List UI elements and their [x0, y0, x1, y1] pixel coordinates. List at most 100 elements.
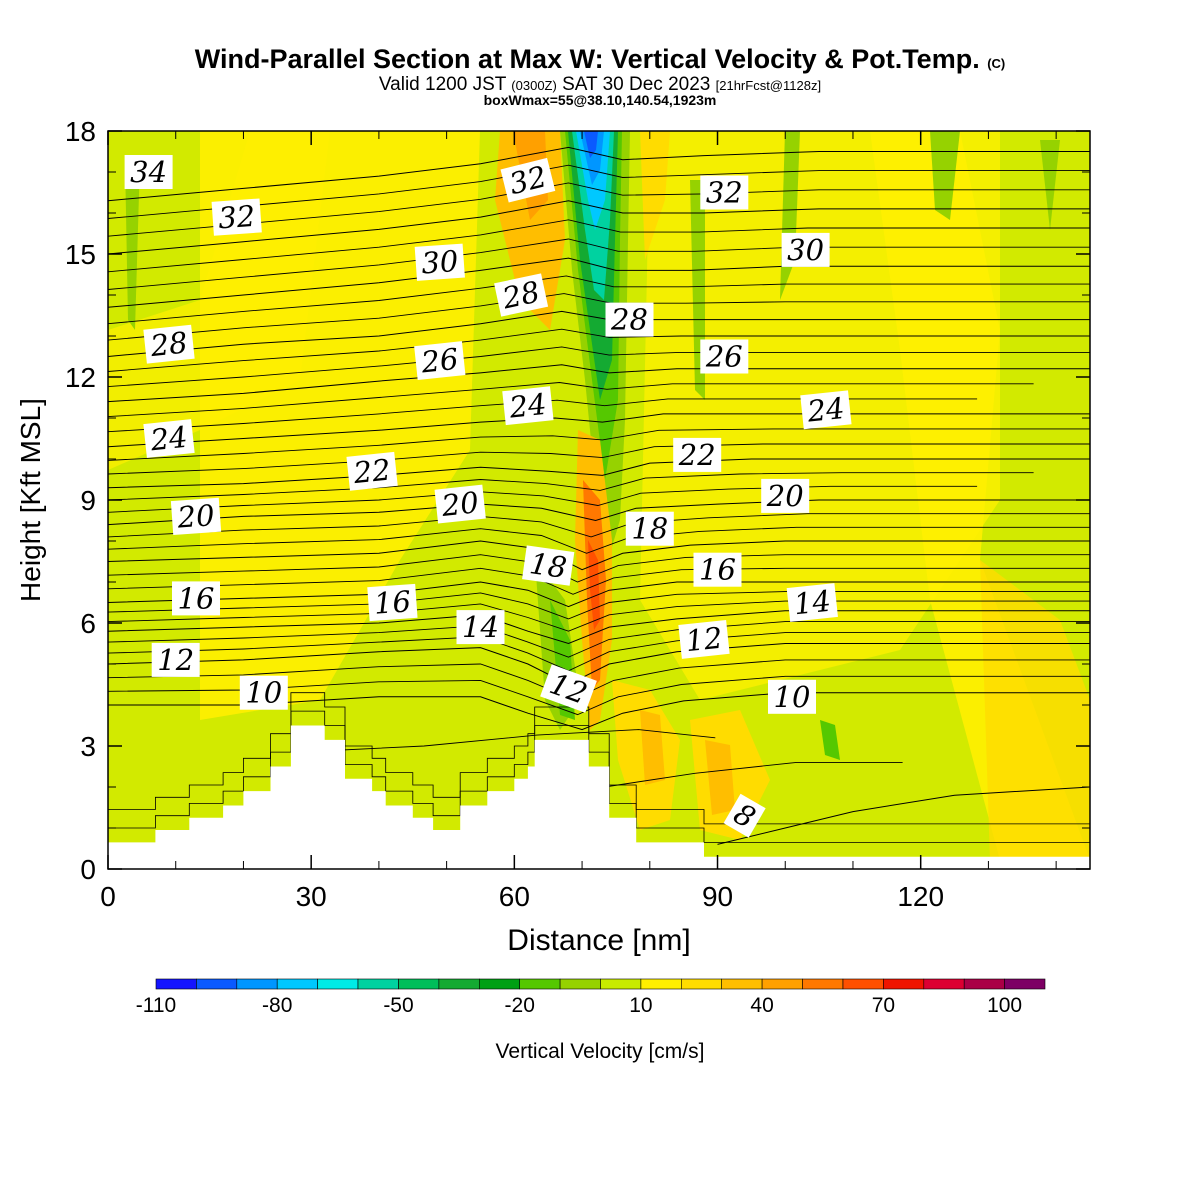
contour-label-box [143, 419, 195, 458]
contour-label-text: 24 [805, 391, 846, 429]
contour-label-text: 20 [439, 485, 480, 523]
contour-label-box [761, 478, 810, 513]
contour-label-box [143, 324, 195, 364]
contour-label-box [678, 619, 730, 659]
theta-contour-28 [108, 310, 1090, 357]
colorbar-tick-label: 100 [987, 994, 1022, 1017]
theta-contour-minor [108, 443, 1090, 475]
colorbar-tick-label: -80 [262, 994, 292, 1017]
colorbar-tick-label: 40 [750, 994, 773, 1017]
colorbar-swatch [923, 978, 965, 990]
theta-contour-minor [108, 238, 1090, 290]
valid-time-prefix: Valid 1200 JST [378, 74, 507, 95]
contour-label-text: 16 [178, 581, 215, 615]
contour-label: 32 [700, 175, 749, 210]
field-region [640, 710, 665, 785]
contour-label-box [522, 545, 575, 586]
contour-label-box [781, 232, 830, 267]
field-region [705, 740, 735, 815]
contour-label-box [502, 386, 554, 426]
theta-contour-minor [108, 554, 1090, 583]
contour-label-box [211, 198, 262, 236]
contour-label: 32 [500, 157, 556, 203]
contour-label-box [768, 679, 816, 714]
y-axis: 0 3 6 9 12 15 18 [65, 116, 1090, 885]
contour-label-text: 12 [157, 643, 194, 677]
contour-label-box [367, 583, 418, 622]
theta-contour-minor [108, 513, 1090, 538]
theta-contour-minor [108, 164, 1090, 219]
y-tick-label: 12 [65, 362, 96, 393]
theta-contour-20 [108, 499, 1090, 526]
box-wmax-info: boxWmax=55@38.10,140.54,1923m [483, 92, 717, 108]
contour-label-box [414, 243, 465, 281]
y-tick-label: 9 [80, 485, 96, 516]
theta-contour-22 [108, 458, 1090, 489]
valid-time-zulu: (0300Z) [511, 78, 557, 93]
y-tick-label: 6 [80, 608, 96, 639]
theta-contour-minor [108, 526, 1090, 554]
contour-label: 32 [211, 198, 262, 236]
valid-date: SAT 30 Dec 2023 [562, 74, 711, 95]
colorbar-tick-label: -50 [383, 994, 413, 1017]
contour-label-box [494, 273, 549, 317]
contour-label-box [540, 664, 597, 713]
x-tick-label: 90 [702, 881, 733, 912]
contour-label: 20 [434, 484, 486, 524]
theta-contour-16 [108, 581, 1090, 608]
contour-label: 14 [456, 610, 505, 645]
contour-label-text: 16 [373, 584, 412, 620]
contour-label-box [124, 155, 173, 189]
contour-label: 26 [700, 339, 749, 374]
theta-contour-minor [108, 275, 1090, 325]
contour-label: 24 [143, 419, 195, 458]
contour-label-text: 18 [631, 512, 668, 546]
contour-label-text: 28 [148, 325, 189, 363]
colorbar-swatch [357, 978, 399, 990]
contour-label-text: 22 [678, 438, 716, 472]
chart-title-main: Wind-Parallel Section at Max W: Vertical… [194, 44, 980, 74]
colorbar-tick-label: -110 [136, 994, 176, 1017]
colorbar-swatch [680, 978, 722, 990]
y-tick-label: 18 [65, 116, 96, 147]
contour-label-text: 26 [705, 340, 743, 374]
copyright-mark: (C) [987, 56, 1006, 71]
contour-label-box [700, 339, 749, 374]
colorbar-tick-label: 10 [629, 994, 652, 1017]
x-axis: 0 30 60 90 120 [100, 131, 1057, 912]
contour-label-box [346, 451, 398, 491]
theta-contour-minor [108, 182, 1090, 237]
contour-labels: 34 32 32 32 30 30 28 28 28 26 26 24 24 24 22 22 20 20 20 18… [124, 155, 852, 838]
contour-label: 10 [239, 675, 288, 710]
colorbar-swatch [478, 978, 520, 990]
theta-contour-34 [108, 146, 1090, 202]
y-axis-label: Height [Kft MSL] [15, 398, 46, 602]
contour-label-box [723, 793, 766, 838]
field-region [980, 560, 1090, 860]
colorbar-swatch [155, 978, 197, 990]
colorbar-swatch [1004, 978, 1046, 990]
colorbar-swatch [721, 978, 763, 990]
theta-contour-8 [717, 786, 1090, 845]
colorbar-swatch [600, 978, 642, 990]
contour-label: 20 [761, 478, 810, 513]
contour-label: 28 [605, 302, 654, 337]
colorbar-label: Vertical Velocity [cm/s] [496, 1040, 705, 1063]
contour-label-box [673, 437, 722, 472]
contour-label-text: 24 [148, 420, 189, 458]
colorbar-swatch [276, 978, 318, 990]
theta-contour-30 [108, 257, 1090, 308]
contour-label-box [605, 302, 654, 337]
contour-label-box [239, 675, 288, 710]
theta-contour-minor [108, 428, 1090, 461]
contour-label-text: 30 [420, 244, 459, 280]
theta-contour-minor [108, 382, 1034, 418]
contour-label: 10 [768, 679, 816, 714]
field-region [108, 131, 330, 470]
colorbar-tick-label: 70 [872, 994, 895, 1017]
x-axis-label: Distance [nm] [507, 924, 690, 957]
contour-label-text: 10 [774, 680, 811, 714]
field-region [584, 131, 598, 158]
contour-label-box [693, 552, 742, 587]
colorbar-swatch [842, 978, 884, 990]
